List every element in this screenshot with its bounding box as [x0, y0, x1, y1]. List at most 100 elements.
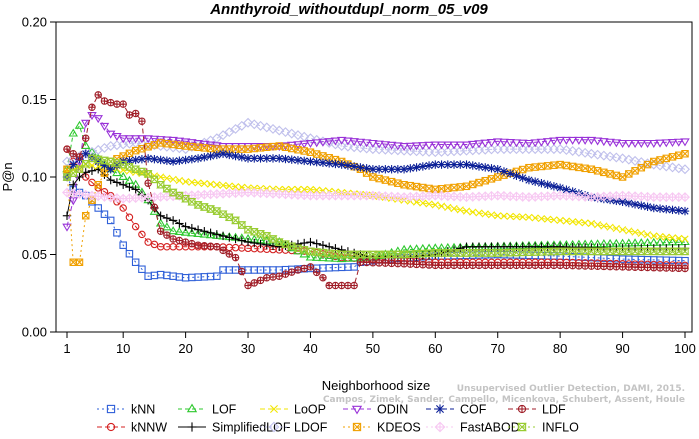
- data-point: [542, 138, 553, 147]
- data-point: [643, 231, 652, 239]
- data-point: [256, 276, 265, 285]
- x-axis-title: Neighborhood size: [322, 378, 430, 393]
- data-point: [87, 166, 97, 175]
- data-point: [562, 161, 571, 170]
- data-point: [537, 179, 546, 188]
- data-point: [369, 258, 377, 267]
- data-point: [431, 201, 439, 209]
- data-point: [218, 210, 228, 218]
- data-point: [636, 157, 647, 168]
- data-point: [306, 157, 315, 166]
- data-point: [681, 256, 689, 265]
- data-point: [118, 180, 128, 189]
- data-point: [573, 146, 584, 157]
- data-point: [174, 226, 185, 235]
- data-point: [606, 262, 614, 271]
- data-point: [330, 139, 341, 150]
- data-point: [419, 183, 427, 192]
- y-tick-label: 0.15: [22, 92, 47, 107]
- data-point: [405, 244, 416, 253]
- data-point: [662, 264, 671, 272]
- data-point: [356, 163, 365, 172]
- data-point: [605, 151, 616, 162]
- data-point: [387, 165, 396, 174]
- series-inflo: [62, 154, 690, 259]
- data-point: [237, 221, 247, 229]
- data-point: [100, 210, 109, 218]
- data-point: [569, 218, 577, 226]
- data-point: [500, 261, 508, 270]
- data-point: [181, 238, 190, 246]
- data-point: [138, 230, 146, 239]
- data-point: [113, 100, 121, 108]
- data-point: [399, 165, 409, 174]
- legend-item-knnw: kNNW: [97, 421, 167, 435]
- data-point: [225, 250, 234, 258]
- data-point: [461, 141, 472, 150]
- data-point: [481, 176, 489, 185]
- data-point: [518, 165, 527, 174]
- data-point: [668, 153, 677, 161]
- data-point: [213, 272, 221, 280]
- data-point: [299, 249, 309, 258]
- data-point: [131, 185, 140, 194]
- data-point: [374, 144, 385, 155]
- data-point: [280, 127, 291, 138]
- x-tick-label: 90: [615, 341, 629, 356]
- data-point: [355, 138, 366, 147]
- data-point: [243, 225, 253, 234]
- data-point: [294, 266, 302, 274]
- data-point: [581, 219, 589, 227]
- data-point: [399, 143, 409, 152]
- data-point: [125, 213, 134, 222]
- data-point: [506, 169, 515, 178]
- data-point: [649, 203, 658, 213]
- data-point: [475, 261, 483, 270]
- data-point: [511, 139, 522, 148]
- data-point: [556, 261, 564, 270]
- data-point: [199, 229, 210, 238]
- data-point: [131, 258, 140, 266]
- data-point: [437, 261, 446, 270]
- data-point: [343, 161, 353, 170]
- data-point: [617, 153, 628, 164]
- data-point: [480, 139, 491, 148]
- data-point: [436, 141, 447, 150]
- data-point: [218, 130, 229, 141]
- data-point: [137, 154, 147, 164]
- data-point: [656, 232, 664, 241]
- data-point: [206, 144, 215, 153]
- data-point: [667, 162, 678, 173]
- data-point: [468, 161, 477, 170]
- data-point: [131, 155, 140, 165]
- data-point: [311, 139, 322, 148]
- data-point: [493, 173, 502, 181]
- data-point: [337, 245, 346, 255]
- x-tick-label: 30: [241, 341, 255, 356]
- data-point: [400, 181, 408, 189]
- series-fastabod: [62, 187, 690, 204]
- data-point: [74, 120, 85, 129]
- data-point: [206, 180, 215, 188]
- legend-label: ODIN: [377, 403, 408, 417]
- legend-label: KDEOS: [377, 421, 421, 435]
- data-point: [300, 185, 308, 193]
- data-point: [618, 263, 627, 271]
- data-point: [156, 181, 166, 189]
- data-point: [130, 135, 141, 144]
- data-point: [449, 160, 459, 169]
- y-tick-label: 0.00: [22, 325, 47, 340]
- data-point: [149, 135, 160, 144]
- data-point: [549, 137, 559, 146]
- x-tick-label: 20: [178, 341, 192, 356]
- data-point: [231, 145, 240, 153]
- data-point: [231, 183, 240, 191]
- data-point: [249, 228, 259, 236]
- data-point: [524, 175, 534, 185]
- data-point: [124, 175, 135, 184]
- data-point: [512, 171, 521, 180]
- data-point: [193, 228, 203, 237]
- data-point: [656, 264, 664, 272]
- data-point: [536, 138, 547, 147]
